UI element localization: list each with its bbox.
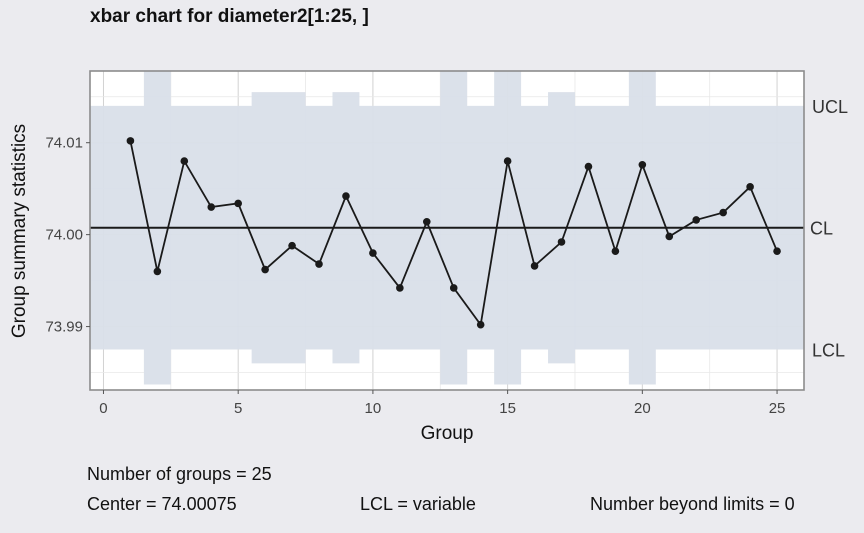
- stat-beyond-limits: Number beyond limits = 0: [590, 494, 795, 514]
- data-point: [396, 284, 404, 292]
- data-point: [503, 157, 512, 165]
- axis-ticks: 0 5 10 15 20 25 73.99 74.00 74.01: [45, 135, 785, 417]
- x-tick-label: 0: [99, 400, 107, 417]
- data-point: [692, 216, 701, 224]
- data-point: [261, 265, 269, 274]
- limit-labels: UCL CL LCL: [810, 97, 848, 361]
- y-axis-title: Group summary statistics: [9, 124, 30, 338]
- x-tick-label: 20: [634, 400, 651, 417]
- data-point: [557, 238, 566, 246]
- data-point: [476, 320, 485, 329]
- stat-center: Center = 74.00075: [87, 494, 237, 514]
- data-point: [719, 208, 727, 217]
- y-tick-label: 73.99: [45, 319, 83, 336]
- xbar-series: [126, 137, 781, 329]
- stat-number-of-groups: Number of groups = 25: [87, 464, 272, 484]
- data-point: [288, 241, 296, 250]
- stat-lcl: LCL = variable: [360, 494, 476, 514]
- y-tick-label: 74.01: [45, 135, 83, 152]
- x-tick-label: 15: [499, 400, 516, 417]
- data-point: [153, 267, 162, 276]
- data-point: [207, 203, 216, 211]
- data-point: [126, 137, 135, 145]
- data-point: [773, 247, 781, 255]
- x-tick-label: 10: [365, 400, 382, 417]
- data-point: [584, 162, 593, 171]
- cl-label: CL: [810, 219, 833, 239]
- y-tick-label: 74.00: [45, 227, 83, 244]
- data-point: [530, 262, 539, 270]
- chart-title: xbar chart for diameter2[1:25, ]: [90, 6, 369, 27]
- data-point: [180, 157, 189, 165]
- plot-border: [89, 70, 805, 391]
- data-point: [746, 183, 754, 191]
- data-point: [369, 249, 377, 257]
- data-point: [315, 260, 323, 268]
- data-point: [611, 247, 620, 255]
- data-point: [234, 199, 242, 208]
- data-point: [449, 284, 458, 292]
- x-tick-label: 5: [234, 400, 242, 417]
- ucl-label: UCL: [812, 97, 848, 117]
- x-tick-label: 25: [769, 400, 786, 417]
- panel-border: [89, 70, 805, 391]
- x-axis-title: Group: [421, 423, 474, 444]
- data-point: [342, 192, 350, 200]
- data-point: [638, 160, 647, 169]
- lcl-label: LCL: [812, 341, 845, 361]
- data-point: [665, 232, 674, 241]
- data-point: [422, 217, 431, 226]
